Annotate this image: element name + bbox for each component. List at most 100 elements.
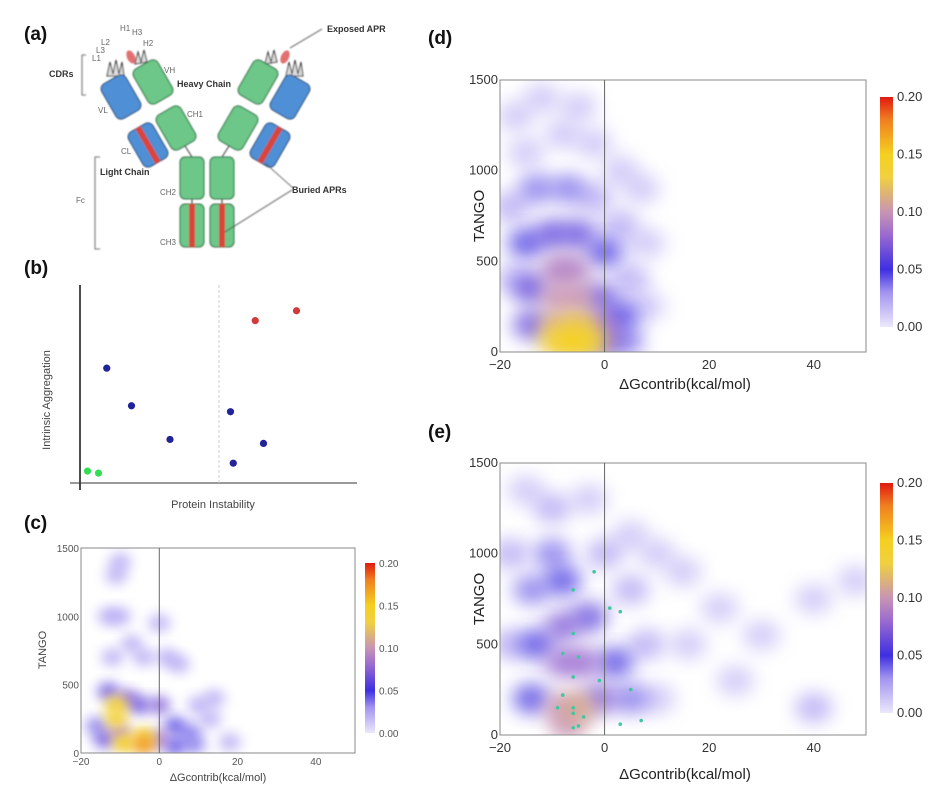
density-blob [507,475,545,506]
density-blob [627,228,666,259]
scatter-point [94,469,103,477]
overlay-point [576,655,581,659]
cdr-loops-left [106,49,148,77]
buried-apr-cl-right [257,126,283,164]
overlay-point [597,678,602,683]
domain-ch2-right [209,156,235,200]
density-blob [85,716,108,735]
panel-e: (e) TANGO ΔGcontrib(kcal/mol) −20 0 20 4005… [428,422,922,783]
x-tick-label: 20 [702,740,716,755]
colorbar-tick-label: 0.10 [379,644,399,655]
label-l1: L1 [92,54,101,63]
density-blob [716,665,755,696]
colorbar-tick-label: 0.10 [897,204,922,219]
scatter-point [251,317,259,325]
y-tick-label: 1500 [57,544,80,555]
panel-label-e: (e) [428,422,451,443]
exposed-apr-left [126,50,136,64]
x-axis-label: Protein Instability [171,499,255,511]
x-tick-label: 40 [806,357,820,372]
y-axis-label: TANGO [471,573,488,625]
y-tick-label: 1000 [469,546,498,561]
overlay-point [560,693,565,697]
panel-label-c: (c) [24,513,47,534]
colorbar-tick-label: 0.15 [897,533,922,548]
density-blob [512,683,551,714]
x-axis-label: ΔGcontrib(kcal/mol) [619,376,751,393]
label-heavy-chain: Heavy Chain [177,79,231,89]
panel-label-a: (a) [24,24,47,45]
domain-ch2-left [179,156,205,200]
overlay-point [576,724,581,728]
density-blob [533,493,572,524]
x-tick-label: 0 [601,740,608,755]
label-fc: Fc [76,196,85,205]
density-blob [669,629,707,660]
scatter-point [292,307,301,315]
x-tick-label: −20 [73,757,90,768]
domain-vl-left [100,74,142,120]
y-tick-label: 1000 [57,612,80,623]
density-blob [611,683,650,714]
colorbar-tick-label: 0.15 [379,602,399,613]
colorbar-tick-label: 0.20 [897,89,922,104]
density-blob [517,629,556,660]
scatter-points [83,307,301,477]
density-blob [512,309,551,340]
panel-d: (d) TANGO ΔGcontrib(kcal/mol) −20 0 20 4005… [428,28,922,393]
density-blob [218,733,241,752]
y-tick-label: 0 [491,727,498,742]
density-blob [104,709,128,728]
density-blob [601,210,640,241]
density-blob [108,607,132,626]
density-layer [85,552,241,753]
density-blob [611,574,650,605]
density-blob [611,520,650,551]
domain-vh-right [237,59,279,105]
buried-apr-ch3-left [189,204,195,247]
density-blob [97,682,120,701]
density-blob [559,282,598,313]
overlay-point [560,651,565,656]
domain-vh-left [132,59,174,105]
density-blob [543,119,582,150]
panel-label-b: (b) [24,258,48,279]
x-axis-label: ΔGcontrib(kcal/mol) [619,766,751,783]
label-cl: CL [121,147,132,156]
label-l2: L2 [101,38,110,47]
density-blob [202,689,226,708]
y-tick-label: 500 [62,681,79,692]
label-buried-aprs: Buried APRs [292,185,347,195]
density-blob [120,634,144,653]
density-blob [559,692,598,723]
density-blob [627,629,666,660]
overlay-point [639,718,643,723]
exposed-apr-right [280,50,290,64]
overlay-point [628,687,633,692]
label-vh: VH [164,66,175,75]
density-blob [611,264,650,295]
density-blob [794,692,833,723]
density-blob [533,219,572,250]
density-blob [112,734,136,753]
overlay-point [571,706,575,710]
density-blob [507,137,545,168]
x-tick-label: −20 [489,357,511,372]
density-blob [500,538,530,569]
colorbar-tick-label: 0.00 [379,729,399,740]
density-blob [132,735,155,753]
density-blob [533,538,572,569]
density-layer [500,83,666,352]
colorbar-tick-label: 0.05 [379,687,399,698]
overlay-point [608,606,612,610]
scatter-point [83,467,92,475]
x-tick-label: 0 [157,757,163,768]
scatter-point [226,408,235,416]
density-blob [198,709,222,728]
y-tick-label: 0 [491,344,498,359]
overlay-point [618,609,623,614]
panel-a: (a) [24,24,386,250]
y-axis-label: TANGO [37,630,49,669]
density-blob [132,648,155,667]
density-blob [183,735,206,753]
